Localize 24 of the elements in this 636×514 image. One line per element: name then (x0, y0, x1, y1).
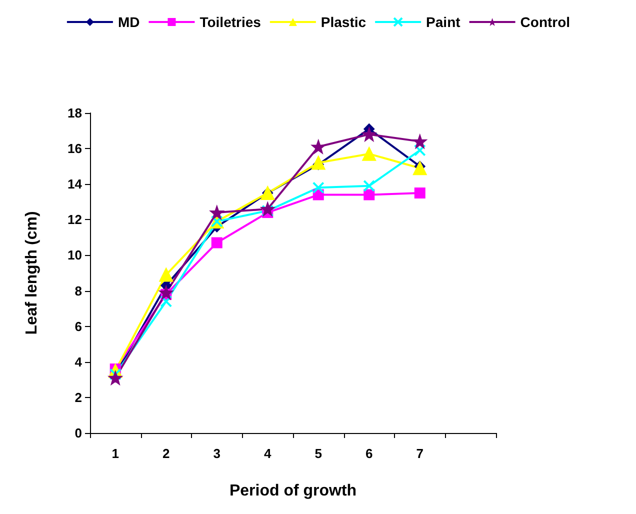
x-tick-label: 5 (314, 446, 322, 461)
y-tick-label: 0 (74, 426, 82, 440)
y-tick-label: 2 (74, 390, 82, 405)
y-tick-label: 10 (68, 248, 82, 263)
y-tick-label: 18 (68, 106, 82, 120)
legend-label: MD (118, 14, 140, 30)
y-tick-label: 4 (74, 354, 83, 370)
y-tick-label: 16 (68, 141, 82, 156)
x-tick-label: 6 (366, 446, 373, 461)
x-tick-label: 3 (213, 446, 220, 461)
legend-label: Paint (426, 14, 461, 30)
x-tick-label: 4 (264, 446, 272, 461)
y-tick-label: 8 (74, 283, 82, 298)
x-tick-label: 1 (112, 446, 119, 461)
y-tick-label: 14 (68, 176, 83, 192)
x-tick-label: 7 (416, 446, 424, 461)
y-axis-title: Leaf length (cm) (24, 211, 40, 335)
y-tick-label: 12 (68, 212, 82, 228)
legend-label: Toiletries (200, 14, 262, 30)
legend-label: Plastic (320, 14, 366, 30)
x-axis-title: Period of growth (229, 482, 357, 500)
y-tick-label: 6 (74, 318, 82, 334)
legend-label: Control (520, 14, 570, 30)
x-tick-label: 2 (162, 446, 170, 461)
